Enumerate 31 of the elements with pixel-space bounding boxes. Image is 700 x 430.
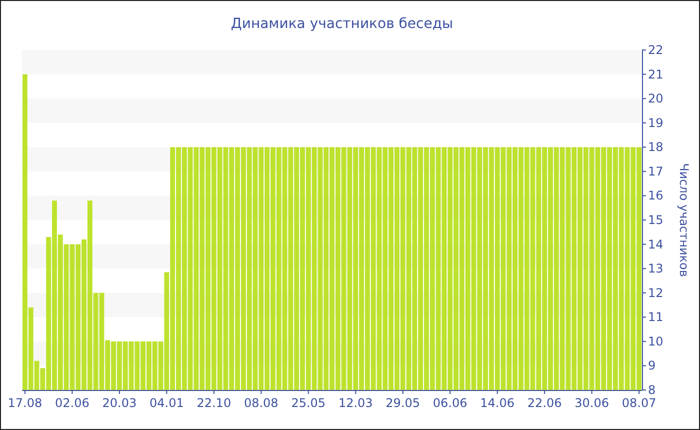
y-tick-label: 9	[648, 358, 656, 373]
y-tick-label: 15	[648, 213, 664, 227]
x-tick-label: 20.03	[102, 396, 137, 410]
y-tick-label: 20	[648, 92, 664, 106]
y-tick-label: 11	[648, 310, 664, 324]
x-tick-label: 22.10	[196, 396, 232, 410]
y-tick-label: 19	[648, 116, 664, 130]
x-tick-label: 12.03	[338, 396, 373, 410]
y-axis-title: Число участников	[677, 163, 691, 277]
y-tick-label: 14	[648, 237, 664, 252]
y-tick-label: 8	[648, 383, 656, 397]
chart-title: Динамика участников беседы	[230, 16, 454, 32]
y-tick-label: 17	[648, 164, 664, 178]
y-tick-label: 16	[648, 188, 664, 203]
y-tick-label: 21	[648, 67, 664, 82]
y-tick-label: 22	[648, 43, 664, 57]
x-tick-label: 14.06	[480, 396, 515, 410]
x-tick-label: 04.01	[149, 396, 184, 410]
x-tick-label: 17.08	[8, 396, 42, 410]
y-tick-label: 12	[648, 286, 664, 300]
x-tick-label: 29.05	[386, 396, 420, 410]
x-tick-label: 25.05	[291, 396, 326, 410]
x-tick-label: 08.07	[622, 396, 656, 410]
x-tick-label: 22.06	[527, 396, 562, 410]
y-tick-label: 18	[648, 140, 664, 154]
x-tick-label: 06.06	[432, 396, 468, 410]
x-tick-label: 08.08	[244, 396, 278, 410]
y-tick-label: 10	[648, 334, 664, 348]
x-tick-label: 30.06	[574, 396, 609, 410]
y-tick-label: 13	[648, 262, 664, 276]
x-tick-label: 02.06	[55, 396, 90, 410]
